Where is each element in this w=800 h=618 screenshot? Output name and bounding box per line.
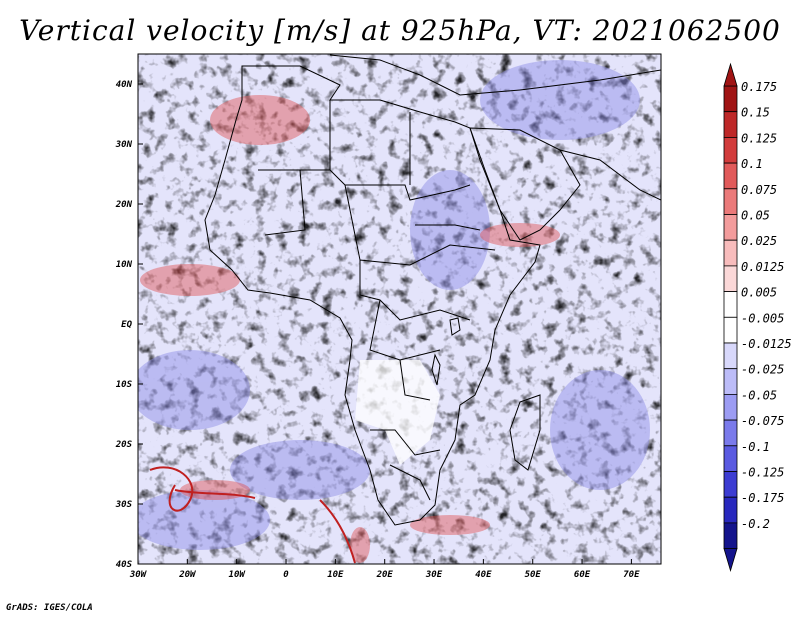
footer-credit: GrADS: IGES/COLA [6,603,93,613]
x-tick-label: 50E [525,570,542,580]
y-axis: 40N 30N 20N 10N EQ 10S 20S 30S 40S [115,80,143,570]
colorbar-swatch [723,136,738,164]
colorbar-label: 0.075 [741,183,777,197]
colorbar-label: 0.15 [741,106,770,120]
colorbar-label: -0.025 [741,363,784,377]
x-tick-label: 10W [229,570,247,580]
y-tick-label: 10S [116,380,133,390]
colorbar-label: 0.0125 [741,260,784,274]
y-tick-label: 20N [115,200,133,210]
colorbar-swatch [723,471,738,498]
x-tick-label: 60E [574,570,591,580]
colorbar-swatch [723,111,738,138]
colorbar-swatch [723,265,738,292]
y-tick-label: 30N [115,140,133,150]
y-tick-label: 30S [115,500,133,510]
x-tick-label: 10E [327,570,344,580]
colorbar-label: -0.1 [741,440,770,454]
x-tick-label: 20W [178,570,197,580]
colorbar-label: 0.025 [741,234,777,248]
colorbar-swatch [723,214,738,241]
colorbar-swatch [723,162,738,190]
colorbar: 0.175 0.15 0.125 0.1 0.075 0.05 0.025 0.0125 0.0… [723,62,792,573]
colorbar-label: -0.125 [741,466,784,480]
colorbar-label: -0.075 [741,414,784,428]
colorbar-swatch [723,188,738,215]
coastlines [204,54,661,526]
colorbar-label: 0.05 [741,209,770,223]
colorbar-swatch [723,316,738,344]
colorbar-swatch [723,342,738,370]
colorbar-swatch [723,239,738,267]
colorbar-swatch [723,85,738,113]
colorbar-swatch [723,393,738,421]
x-axis: 30W 20W 10W 0 10E 20E 30E 40E 50E 60E 70E [129,559,640,580]
colorbar-swatch [723,496,738,524]
colorbar-label: 0.125 [741,131,777,145]
plot-frame [137,53,662,565]
colorbar-label: -0.175 [741,491,784,505]
colorbar-swatch [723,419,738,447]
y-tick-label: EQ [121,320,132,330]
colorbar-label: -0.2 [741,517,770,531]
colorbar-label: 0.005 [741,286,777,300]
colorbar-label: -0.05 [741,388,777,402]
colorbar-bottom-arrow [723,548,738,573]
map-title: Vertical velocity [m/s] at 925hPa, VT: 2… [19,14,781,47]
x-tick-label: 30E [425,570,443,580]
y-tick-label: 10N [116,260,133,270]
colorbar-label: 0.1 [741,157,763,171]
x-tick-label: 70E [623,570,640,580]
x-tick-label: 0 [283,570,289,580]
colorbar-swatch [723,291,738,318]
x-tick-label: 40E [475,570,492,580]
colorbar-swatch [723,368,738,395]
colorbar-label: -0.0125 [741,337,792,351]
y-tick-label: 20S [115,440,133,450]
colorbar-top-arrow [723,62,738,87]
y-tick-label: 40S [116,560,133,570]
colorbar-swatch [723,445,738,472]
x-tick-label: 20E [376,570,394,580]
x-tick-label: 30W [129,570,148,580]
colorbar-swatch [723,522,738,550]
colorbar-label: -0.005 [741,311,784,325]
colorbar-label: 0.175 [741,80,777,94]
y-tick-label: 40N [116,80,133,90]
velocity-field [138,54,661,564]
